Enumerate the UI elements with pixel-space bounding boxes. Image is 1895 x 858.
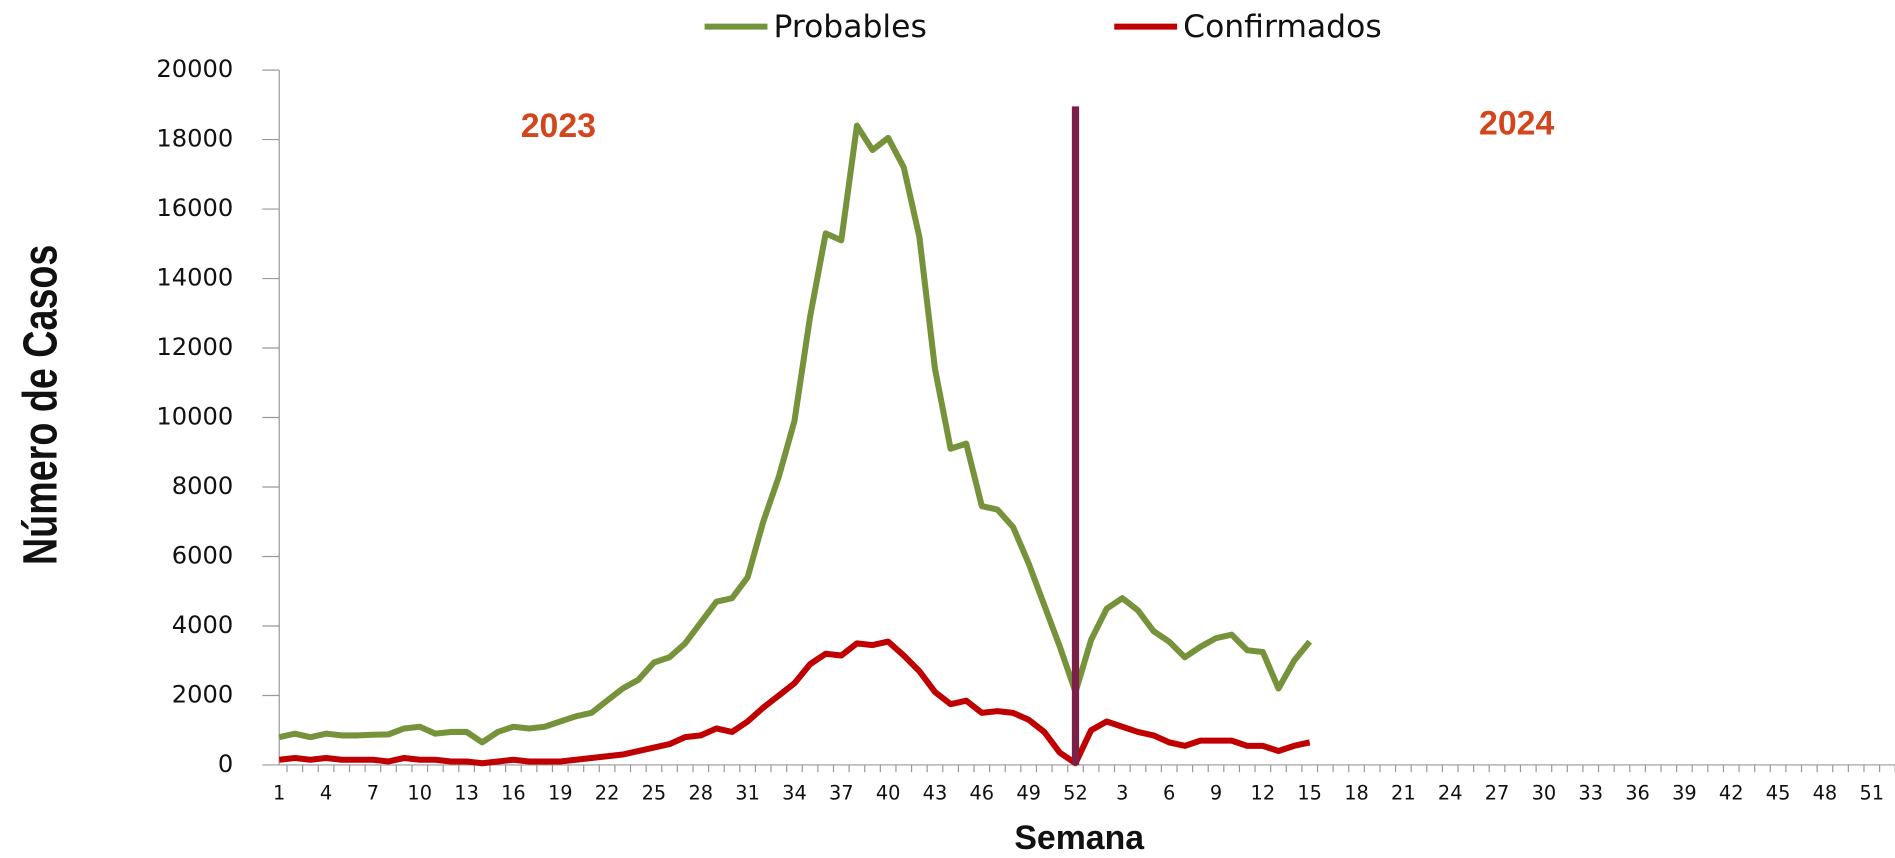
x-tick-label: 18 (1344, 781, 1369, 804)
x-tick-label: 19 (548, 781, 573, 804)
x-tick-label: 27 (1485, 781, 1510, 804)
x-tick-label: 24 (1438, 781, 1463, 804)
annotation: 2023 (521, 107, 596, 145)
y-tick-label: 8000 (172, 472, 233, 500)
y-axis-title: Número de Casos (14, 245, 68, 565)
annotation: 2024 (1479, 105, 1554, 143)
x-tick-label: 6 (1163, 781, 1175, 804)
x-tick-label: 10 (407, 781, 432, 804)
x-tick-label: 9 (1210, 781, 1222, 804)
y-tick-label: 14000 (156, 264, 233, 292)
x-tick-label: 30 (1532, 781, 1557, 804)
x-tick-label: 42 (1719, 781, 1744, 804)
x-tick-label: 45 (1766, 781, 1791, 804)
data-line (278, 122, 1313, 746)
x-tick-label: 51 (1859, 781, 1884, 804)
x-tick-label: 4 (320, 781, 332, 804)
x-tick-label: 43 (923, 781, 948, 804)
x-tick-label: 21 (1391, 781, 1416, 804)
x-tick-label: 49 (1016, 781, 1041, 804)
x-tick-label: 31 (735, 781, 760, 804)
x-tick-label: 16 (501, 781, 526, 804)
x-tick-label: 1 (273, 781, 285, 804)
x-tick-label: 37 (829, 781, 854, 804)
x-tick-label: 12 (1251, 781, 1276, 804)
x-tick-label: 39 (1672, 781, 1697, 804)
y-tick-label: 4000 (172, 611, 233, 639)
y-tick-label: 12000 (156, 333, 233, 361)
x-tick-label: 46 (970, 781, 995, 804)
x-tick-label: 15 (1297, 781, 1322, 804)
x-tick-label: 28 (688, 781, 713, 804)
x-tick-label: 36 (1625, 781, 1650, 804)
x-tick-label: 48 (1813, 781, 1838, 804)
x-tick-label: 40 (876, 781, 901, 804)
x-tick-label: 22 (595, 781, 620, 804)
y-tick-label: 0 (218, 750, 233, 778)
x-axis-title: Semana (1014, 819, 1145, 857)
x-tick-label: 33 (1578, 781, 1603, 804)
x-tick-label: 7 (367, 781, 379, 804)
y-tick-label: 20000 (156, 55, 233, 83)
legend-label: Confirmados (1183, 9, 1382, 45)
y-tick-label: 2000 (172, 680, 233, 708)
y-tick-label: 10000 (156, 403, 233, 431)
x-tick-label: 34 (782, 781, 807, 804)
x-tick-label: 13 (454, 781, 479, 804)
x-tick-label: 25 (642, 781, 667, 804)
legend-label: Probables (773, 9, 926, 45)
x-tick-label: 52 (1063, 781, 1088, 804)
y-tick-label: 16000 (156, 194, 233, 222)
y-tick-label: 18000 (156, 125, 233, 153)
y-tick-label: 6000 (172, 541, 233, 569)
data-line (278, 638, 1311, 767)
x-tick-label: 3 (1116, 781, 1128, 804)
